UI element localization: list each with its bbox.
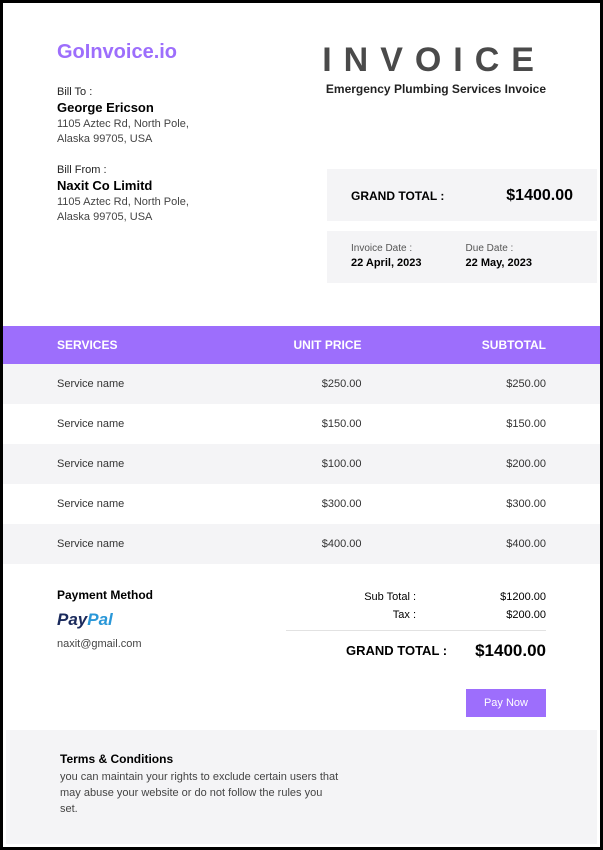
invoice-date-value: 22 April, 2023: [351, 257, 422, 269]
cell-price: $400.00: [242, 538, 362, 550]
dates-box: Invoice Date : 22 April, 2023 Due Date :…: [327, 231, 597, 283]
payment-method-title: Payment Method: [57, 588, 286, 602]
table-row: Service name $300.00 $300.00: [3, 484, 600, 524]
table-row: Service name $250.00 $250.00: [3, 364, 600, 404]
cell-subtotal: $200.00: [362, 458, 547, 470]
bill-from-name: Naxit Co Limitd: [57, 178, 296, 193]
grand-total-value: $1400.00: [475, 641, 546, 661]
subtotal-label: Sub Total :: [286, 591, 456, 603]
summary-subtotal: Sub Total : $1200.00: [286, 588, 546, 606]
table-row: Service name $150.00 $150.00: [3, 404, 600, 444]
terms-text: you can maintain your rights to exclude …: [60, 770, 340, 818]
summary: Sub Total : $1200.00 Tax : $200.00 GRAND…: [286, 588, 546, 661]
bill-from: Bill From : Naxit Co Limitd 1105 Aztec R…: [57, 164, 296, 226]
invoice-title: INVOICE: [296, 41, 546, 80]
cell-service: Service name: [57, 418, 242, 430]
due-date: Due Date : 22 May, 2023: [466, 243, 532, 269]
due-date-label: Due Date :: [466, 243, 532, 254]
cell-service: Service name: [57, 538, 242, 550]
bill-to: Bill To : George Ericson 1105 Aztec Rd, …: [57, 86, 296, 148]
pay-now-button[interactable]: Pay Now: [466, 689, 546, 717]
terms-title: Terms & Conditions: [60, 752, 543, 766]
payment-section: Payment Method PayPal naxit@gmail.com Su…: [3, 564, 600, 661]
summary-grand-total: GRAND TOTAL : $1400.00: [286, 641, 546, 661]
cell-service: Service name: [57, 378, 242, 390]
grand-total-label: GRAND TOTAL :: [286, 643, 475, 658]
tax-value: $200.00: [456, 609, 546, 621]
payment-method: Payment Method PayPal naxit@gmail.com: [57, 588, 286, 661]
subtotal-value: $1200.00: [456, 591, 546, 603]
cell-price: $100.00: [242, 458, 362, 470]
tax-label: Tax :: [286, 609, 456, 621]
terms-section: Terms & Conditions you can maintain your…: [6, 730, 597, 844]
paypal-logo: PayPal: [57, 610, 286, 630]
bill-to-label: Bill To :: [57, 86, 296, 98]
cell-price: $300.00: [242, 498, 362, 510]
bill-from-label: Bill From :: [57, 164, 296, 176]
cell-subtotal: $150.00: [362, 418, 547, 430]
due-date-value: 22 May, 2023: [466, 257, 532, 269]
table-header: SERVICES UNIT PRICE SUBTOTAL: [3, 326, 600, 364]
pay-now-wrap: Pay Now: [3, 661, 600, 717]
paypal-pal: Pal: [87, 610, 113, 629]
brand-logo: GoInvoice.io: [57, 41, 296, 64]
bill-from-addr2: Alaska 99705, USA: [57, 210, 296, 225]
table-row: Service name $100.00 $200.00: [3, 444, 600, 484]
grand-total-amount: $1400.00: [506, 187, 573, 205]
col-services: SERVICES: [57, 338, 242, 352]
cell-subtotal: $300.00: [362, 498, 547, 510]
grand-total-label: GRAND TOTAL :: [351, 189, 444, 203]
cell-service: Service name: [57, 498, 242, 510]
cell-subtotal: $250.00: [362, 378, 547, 390]
summary-divider: [286, 630, 546, 631]
invoice-subtitle: Emergency Plumbing Services Invoice: [296, 82, 546, 96]
invoice-frame: GoInvoice.io Bill To : George Ericson 11…: [0, 0, 603, 850]
grand-total-box: GRAND TOTAL : $1400.00: [327, 169, 597, 221]
col-unit-price: UNIT PRICE: [242, 338, 362, 352]
payment-email: naxit@gmail.com: [57, 638, 286, 650]
invoice-date-label: Invoice Date :: [351, 243, 422, 254]
invoice-date: Invoice Date : 22 April, 2023: [351, 243, 422, 269]
cell-price: $250.00: [242, 378, 362, 390]
col-subtotal: SUBTOTAL: [362, 338, 547, 352]
bill-from-addr1: 1105 Aztec Rd, North Pole,: [57, 195, 296, 210]
cell-subtotal: $400.00: [362, 538, 547, 550]
cell-price: $150.00: [242, 418, 362, 430]
summary-tax: Tax : $200.00: [286, 606, 546, 624]
bill-to-name: George Ericson: [57, 100, 296, 115]
cell-service: Service name: [57, 458, 242, 470]
header-left: GoInvoice.io Bill To : George Ericson 11…: [57, 41, 296, 226]
bill-to-addr2: Alaska 99705, USA: [57, 132, 296, 147]
bill-to-addr1: 1105 Aztec Rd, North Pole,: [57, 117, 296, 132]
table-row: Service name $400.00 $400.00: [3, 524, 600, 564]
paypal-pay: Pay: [57, 610, 87, 629]
